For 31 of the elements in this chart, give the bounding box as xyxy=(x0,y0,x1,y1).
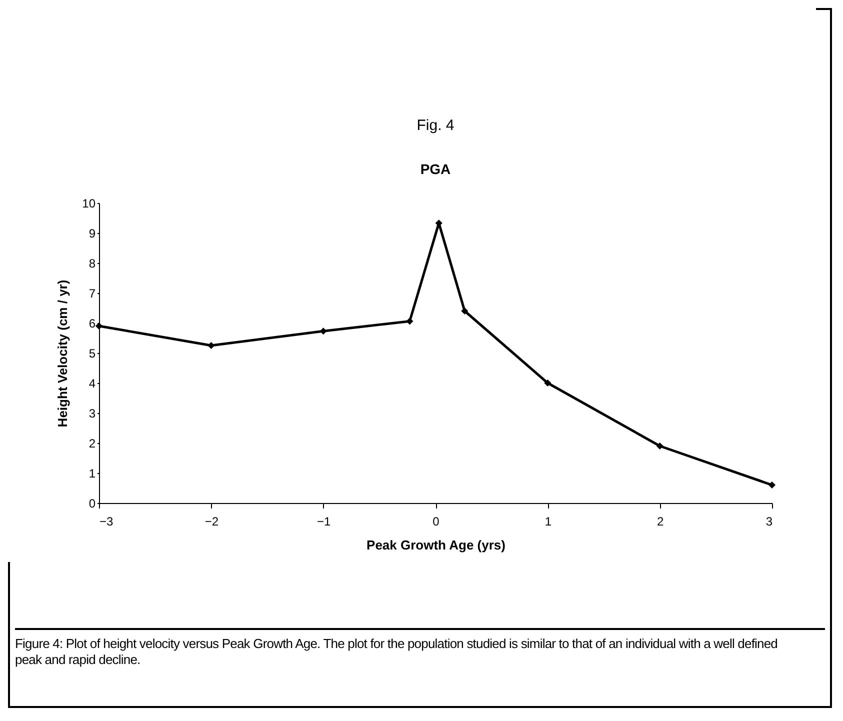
x-tick-label: 1 xyxy=(544,514,552,528)
y-tick-label: 5 xyxy=(88,346,96,360)
y-tick-label: 6 xyxy=(88,316,96,330)
y-tick-label: 4 xyxy=(88,376,96,390)
x-axis-title: Peak Growth Age (yrs) xyxy=(366,538,506,552)
point xyxy=(544,379,552,387)
y-axis-title: Height Velocity (cm / yr) xyxy=(55,280,70,428)
y-tick-label: 9 xyxy=(88,226,96,240)
x-tick-label: 0 xyxy=(432,514,440,528)
y-tick-label: 1 xyxy=(88,466,96,480)
x-tick-label: −1 xyxy=(316,514,331,528)
y-tick-label: 3 xyxy=(88,406,96,420)
chart-subtitle: PGA xyxy=(420,161,451,177)
caption: Figure 4: Plot of height velocity versus Peak Growth Age. The plot for the population studied is similar to that of an individual with a well defined peak and rapid decline. xyxy=(15,636,779,668)
y-tick-label: 2 xyxy=(88,436,96,450)
point xyxy=(768,481,776,489)
point xyxy=(461,307,468,315)
y-tick-label: 8 xyxy=(88,256,96,270)
y-tick-label: 7 xyxy=(88,286,96,300)
y-tick-label: 0 xyxy=(88,496,96,510)
point xyxy=(320,328,327,335)
point xyxy=(208,342,215,350)
point xyxy=(95,322,103,330)
chart-title: Fig. 4 xyxy=(416,117,454,134)
x-tick-label: −3 xyxy=(100,514,114,528)
x-tick-label: 2 xyxy=(656,514,664,528)
x-tick-label: 3 xyxy=(766,514,773,528)
x-tick-label: −2 xyxy=(204,514,219,528)
point xyxy=(406,318,414,325)
point xyxy=(656,442,664,450)
y-tick-label: 10 xyxy=(82,196,96,210)
